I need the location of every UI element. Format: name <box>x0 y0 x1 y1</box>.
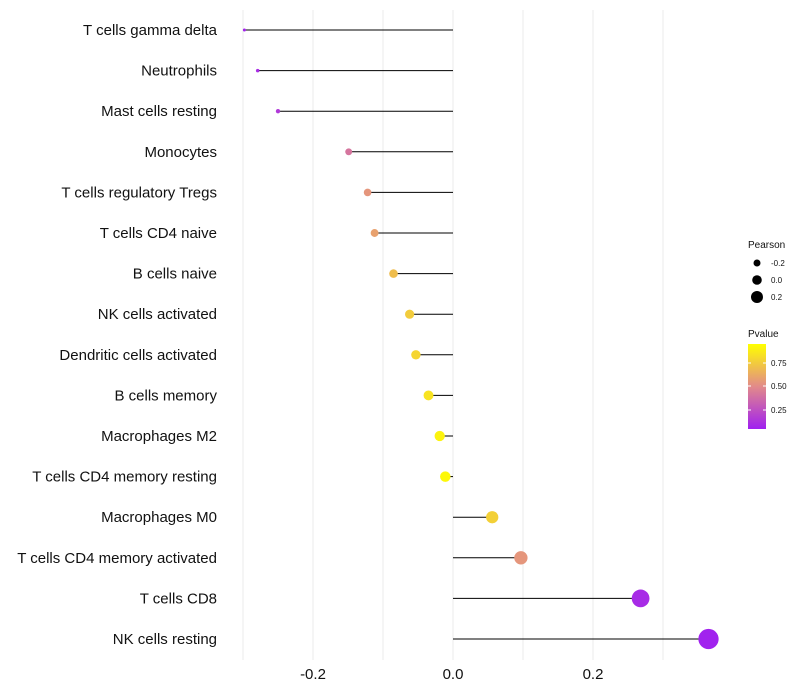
legend-color-title: Pvalue <box>748 329 779 340</box>
y-axis-label: NK cells activated <box>98 306 217 323</box>
lollipop-stems <box>244 29 709 640</box>
lollipop-point <box>370 229 379 237</box>
lollipop-points <box>242 28 719 650</box>
y-axis-label: Monocytes <box>144 144 217 161</box>
legend-colorbar <box>748 344 766 429</box>
legend-color-label: 0.25 <box>771 406 787 415</box>
lollipop-point <box>255 68 260 73</box>
lollipop-point <box>434 430 445 442</box>
legend-size-dot <box>751 291 763 303</box>
y-axis-label: Mast cells resting <box>101 103 217 120</box>
y-axis-label: B cells memory <box>114 387 217 404</box>
legend: Pearson -0.2 0.0 0.2 Pvalue 0.75 0.50 0.25 <box>748 240 787 429</box>
y-axis-label: Macrophages M0 <box>101 509 217 526</box>
lollipop-point <box>423 390 434 401</box>
lollipop-point <box>440 471 451 482</box>
lollipop-point <box>363 188 372 197</box>
x-axis-tick-label: -0.2 <box>300 666 326 683</box>
y-axis-label: NK cells resting <box>113 631 217 648</box>
x-axis-tick-label: 0.2 <box>583 666 604 683</box>
y-axis-label: T cells gamma delta <box>83 22 218 39</box>
legend-size-entries: -0.2 0.0 0.2 <box>751 259 785 303</box>
legend-size-dot <box>753 259 761 267</box>
legend-size-label: 0.2 <box>771 293 783 302</box>
lollipop-point <box>411 350 421 360</box>
y-axis-label: T cells regulatory Tregs <box>61 184 217 201</box>
lollipop-point <box>345 148 353 156</box>
lollipop-point <box>514 551 528 565</box>
lollipop-point <box>275 109 281 114</box>
legend-size-label: -0.2 <box>771 259 785 268</box>
y-axis-label: T cells CD4 memory activated <box>17 550 217 567</box>
lollipop-point <box>242 28 246 32</box>
lollipop-point <box>698 628 719 650</box>
legend-color-label: 0.75 <box>771 359 787 368</box>
y-axis-label: T cells CD4 memory resting <box>32 469 217 486</box>
y-axis-label: T cells CD8 <box>140 590 217 607</box>
lollipop-point <box>389 269 398 278</box>
grid-lines <box>242 10 664 660</box>
lollipop-point <box>631 589 650 608</box>
y-axis-label: Dendritic cells activated <box>59 347 217 364</box>
y-axis-label: T cells CD4 naive <box>100 225 217 242</box>
lollipop-point <box>405 309 415 319</box>
x-axis-ticks: -0.2 0.0 0.2 <box>300 666 603 683</box>
legend-size-title: Pearson <box>748 240 785 251</box>
x-axis-tick-label: 0.0 <box>443 666 464 683</box>
legend-color-label: 0.50 <box>771 382 787 391</box>
y-axis-label: Neutrophils <box>141 63 217 80</box>
y-axis-label: B cells naive <box>133 266 217 283</box>
y-axis-labels: T cells gamma delta Neutrophils Mast cells… <box>17 22 217 648</box>
legend-size-label: 0.0 <box>771 276 783 285</box>
legend-color-entries: 0.75 0.50 0.25 <box>748 359 787 415</box>
y-axis-label: Macrophages M2 <box>101 428 217 445</box>
legend-size-dot <box>752 275 762 285</box>
lollipop-point <box>486 511 499 524</box>
